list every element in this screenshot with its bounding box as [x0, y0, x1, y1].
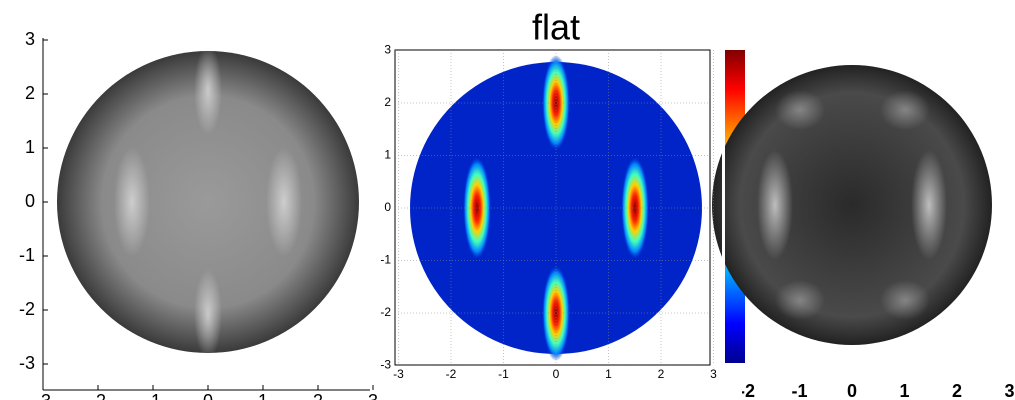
separator [722, 50, 725, 363]
y-tick-label: 1 [384, 148, 391, 162]
x-tick-label: 2 [952, 381, 962, 400]
x-tick-label: -1 [791, 381, 807, 400]
highlight [266, 147, 302, 257]
y-tick-label: 2 [384, 95, 391, 109]
highlight [194, 269, 222, 359]
y-tick-label: 3 [384, 43, 391, 57]
y-tick-label: -3 [380, 358, 391, 372]
x-tick-label: -3 [393, 367, 404, 381]
highlight [194, 45, 222, 135]
x-tick-label: 1 [899, 381, 909, 400]
highlight [880, 280, 930, 320]
x-tick-label: 3 [368, 391, 378, 400]
highlight [775, 280, 825, 320]
y-tick-label: 3 [25, 29, 35, 49]
y-tick-label: 0 [25, 191, 35, 211]
y-tick-label: 2 [25, 83, 35, 103]
y-tick-label: -2 [19, 299, 35, 319]
x-tick-label: 0 [553, 367, 560, 381]
x-tick-label: 0 [847, 381, 857, 400]
highlight [775, 90, 825, 130]
highlight [911, 150, 947, 260]
y-tick-label: -1 [19, 245, 35, 265]
x-tick-label: -2 [739, 381, 755, 400]
peak [542, 55, 570, 151]
y-tick-label: 1 [25, 137, 35, 157]
x-tick-label: 1 [605, 367, 612, 381]
image-disc [712, 65, 992, 345]
x-tick-label: 0 [203, 391, 213, 400]
highlight [757, 150, 793, 260]
x-tick-label: -1 [498, 367, 509, 381]
x-tick-label: -2 [90, 391, 106, 400]
y-tick-label: -3 [19, 353, 35, 373]
figure-title: flat [532, 7, 580, 48]
highlight [880, 90, 930, 130]
x-tick-label: 3 [710, 367, 717, 381]
y-tick-label: -1 [380, 253, 391, 267]
x-tick-label: 3 [1004, 381, 1014, 400]
x-tick-label: 1 [258, 391, 268, 400]
peak [542, 265, 570, 361]
x-tick-label: -2 [446, 367, 457, 381]
x-tick-label: 2 [313, 391, 323, 400]
x-tick-label: 2 [658, 367, 665, 381]
x-tick-label: -3 [35, 391, 51, 400]
highlight [114, 147, 150, 257]
x-tick-label: -1 [145, 391, 161, 400]
y-tick-label: -2 [380, 305, 391, 319]
y-tick-label: 0 [384, 200, 391, 214]
figure: flat -3 -2 -1 0 1 2 3 -3 -2 -1 0 1 2 3 -3 -2 -1 0 1 2 3 -3 -2 -… [0, 0, 1015, 400]
